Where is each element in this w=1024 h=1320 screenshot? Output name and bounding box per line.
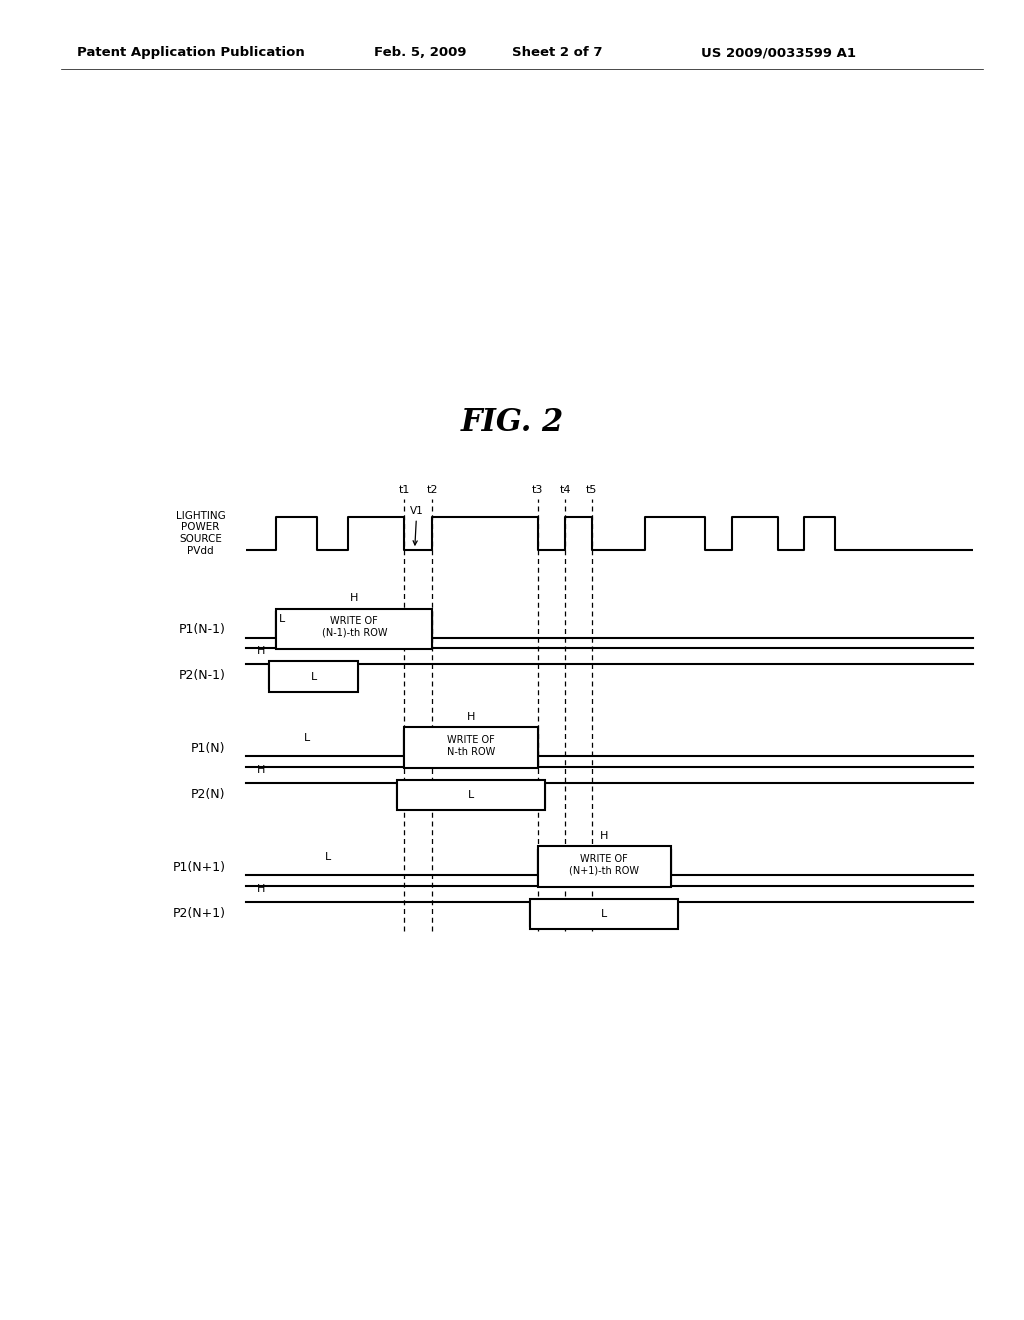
Text: P1(N-1): P1(N-1) [178,623,225,636]
Text: US 2009/0033599 A1: US 2009/0033599 A1 [701,46,856,59]
Text: P2(N-1): P2(N-1) [178,669,225,682]
Text: L: L [468,791,474,800]
Bar [404,727,538,768]
Bar [397,780,545,810]
Text: LIGHTING
POWER
SOURCE
PVdd: LIGHTING POWER SOURCE PVdd [175,511,225,556]
Text: L: L [279,614,285,624]
Text: H: H [257,764,265,775]
Text: H: H [467,711,475,722]
Bar [269,661,358,692]
Text: L: L [601,909,607,919]
Text: H: H [257,883,265,894]
Text: V1: V1 [410,506,424,545]
Text: Feb. 5, 2009: Feb. 5, 2009 [374,46,466,59]
Bar [530,899,678,929]
Bar [538,846,671,887]
Text: t1: t1 [398,484,411,495]
Text: t2: t2 [426,484,438,495]
Text: t3: t3 [531,484,544,495]
Text: Patent Application Publication: Patent Application Publication [77,46,304,59]
Text: P2(N): P2(N) [190,788,225,801]
Text: t5: t5 [586,484,598,495]
Text: t4: t4 [559,484,571,495]
Text: H: H [257,645,265,656]
Text: H: H [600,830,608,841]
Text: L: L [304,733,310,743]
Text: WRITE OF
(N+1)-th ROW: WRITE OF (N+1)-th ROW [569,854,639,875]
Bar [276,609,432,649]
Text: WRITE OF
(N-1)-th ROW: WRITE OF (N-1)-th ROW [322,616,387,638]
Text: P1(N+1): P1(N+1) [172,861,225,874]
Text: P1(N): P1(N) [190,742,225,755]
Text: H: H [350,593,358,603]
Text: P2(N+1): P2(N+1) [172,907,225,920]
Text: FIG. 2: FIG. 2 [461,407,563,438]
Text: L: L [325,851,331,862]
Text: WRITE OF
N-th ROW: WRITE OF N-th ROW [446,735,496,756]
Text: Sheet 2 of 7: Sheet 2 of 7 [512,46,602,59]
Text: L: L [310,672,317,681]
